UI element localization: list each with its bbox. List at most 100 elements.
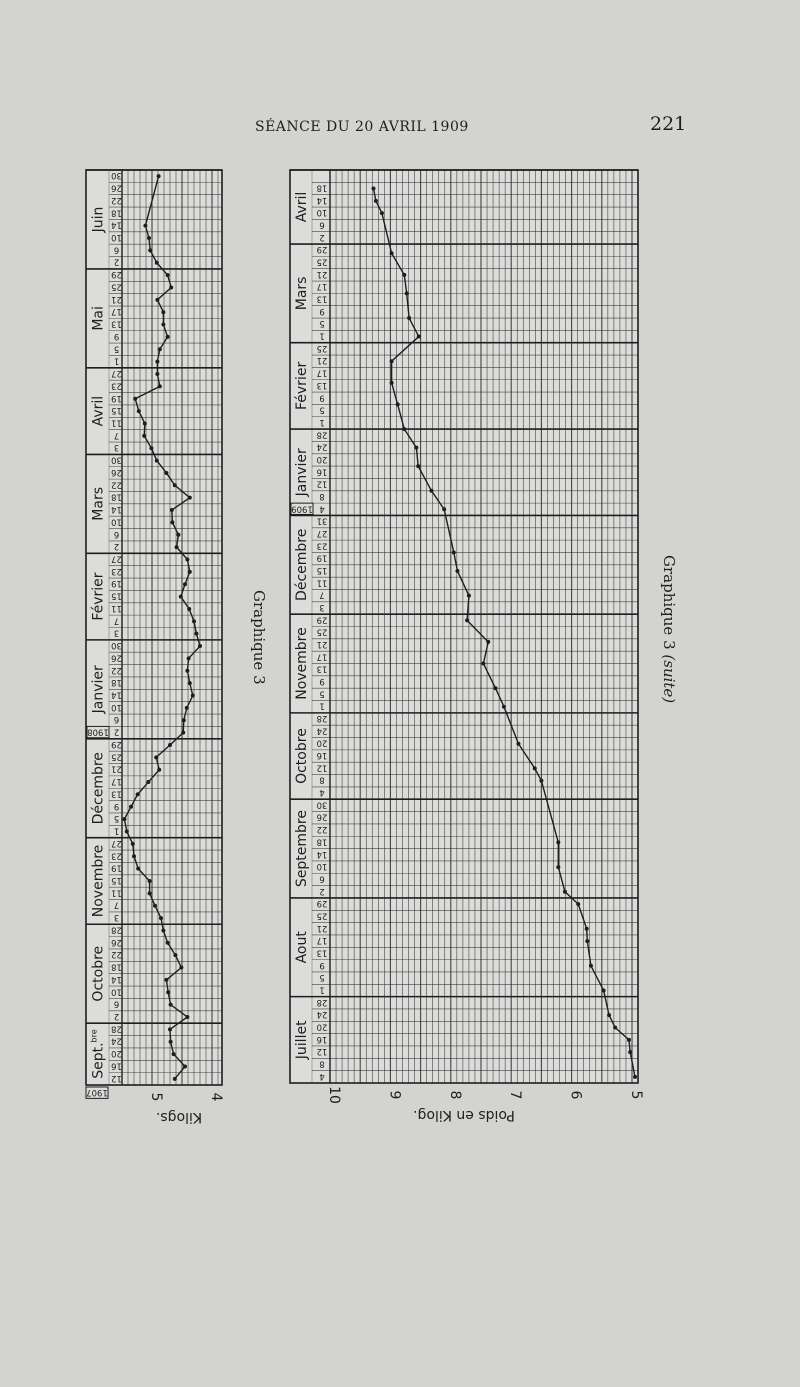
data-point [169,508,174,513]
data-point [176,532,181,537]
data-point [179,965,184,970]
data-point [168,742,172,747]
day-label: 2 [319,886,324,896]
day-label: 20 [317,454,328,464]
month-label: Janvier [294,448,310,497]
day-label: 1 [319,417,324,427]
day-label: 9 [114,801,119,811]
data-point [168,1027,172,1032]
day-label: 11 [111,417,122,427]
data-point [130,841,135,846]
data-point [146,780,151,785]
data-point [455,568,460,573]
day-label: 28 [111,924,122,934]
day-label: 22 [111,479,122,489]
data-point [161,928,166,933]
day-label: 31 [317,516,328,526]
day-label: 14 [111,220,122,230]
day-label: 21 [111,294,122,304]
data-point [136,866,141,871]
day-label: 18 [111,207,122,217]
day-label: 3 [114,628,119,638]
day-label: 13 [317,947,328,957]
month-label: Mai [91,306,107,331]
month-label: Février [294,362,310,410]
day-label: 13 [317,380,328,390]
day-label: 13 [111,788,122,798]
day-label: 8 [319,775,324,785]
day-label: 7 [114,430,119,440]
day-label: 13 [111,319,122,329]
day-label: 1 [319,984,324,994]
day-label: 15 [111,875,122,885]
data-point [371,186,376,191]
data-point [379,211,384,216]
day-label: 18 [111,677,122,687]
data-point [187,569,192,574]
day-label: 6 [114,244,119,254]
data-point [133,396,138,401]
data-point [132,854,136,859]
data-point [466,593,471,598]
data-point [168,1039,173,1044]
data-point [539,778,544,783]
data-point [562,889,567,894]
day-label: 20 [111,1048,122,1058]
day-label: 5 [319,318,324,328]
day-label: 13 [317,294,328,304]
day-label: 2 [114,541,119,551]
day-label: 9 [319,676,324,686]
data-point [633,1074,638,1079]
data-point [165,273,170,278]
chart-1: 1216202428Sept.bre190726101418222628Octo… [85,169,224,1125]
data-point [156,174,161,179]
month-label: Avril [294,192,310,223]
day-label: 18 [111,962,122,972]
page-header: SÉANCE DU 20 AVRIL 1909 [255,119,469,135]
day-label: 11 [317,577,328,587]
day-label: 30 [111,170,122,180]
page-number: 221 [650,113,687,135]
day-label: 10 [317,861,328,871]
year-box [85,1086,109,1099]
data-point [404,291,409,296]
month-label-superscript: bre [90,1029,99,1042]
day-label: 23 [111,566,122,576]
day-label: 25 [111,751,122,761]
day-label: 7 [114,900,119,910]
data-point [192,619,196,624]
data-point [198,644,202,649]
month-label: Février [91,572,107,620]
day-label: 3 [114,912,119,922]
data-point [516,741,521,746]
day-label: 21 [317,355,328,365]
day-label: 27 [111,368,122,378]
data-point [155,359,160,364]
year-label: 1909 [291,503,313,513]
data-point [584,926,589,931]
day-label: 5 [114,813,119,823]
day-label: 9 [319,392,324,402]
day-label: 17 [317,651,328,661]
data-point [165,334,170,339]
data-point [407,316,412,321]
data-point [451,550,456,555]
day-label: 10 [317,207,328,217]
day-label: 20 [317,738,328,748]
data-point [153,903,157,908]
data-point [585,939,590,944]
day-label: 25 [317,343,328,353]
tick-label: 6 [568,1091,584,1100]
day-label: 19 [111,578,122,588]
day-label: 8 [319,491,324,501]
day-label: 5 [114,343,119,353]
day-label: 14 [111,974,122,984]
data-point [402,272,407,277]
year-box [86,725,110,739]
tick-label: 4 [208,1093,224,1102]
day-label: 21 [317,639,328,649]
data-point [389,359,394,364]
day-label: 6 [319,873,324,883]
month-label: Octobre [294,728,310,784]
data-point [181,718,186,723]
